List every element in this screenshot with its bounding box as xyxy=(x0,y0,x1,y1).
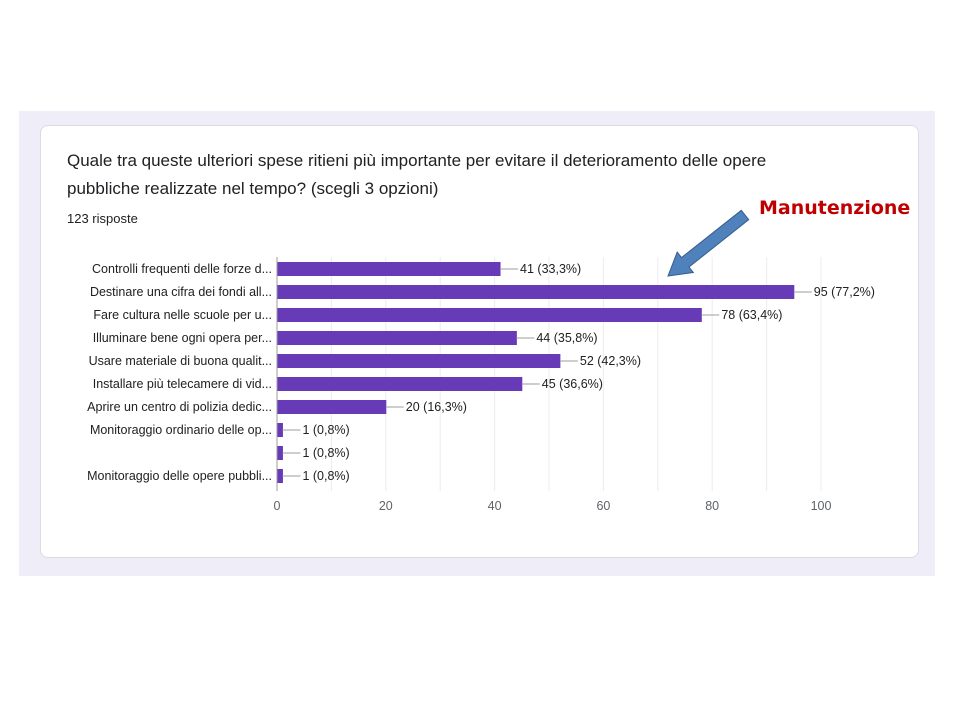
question-title: Quale tra queste ulteriori spese ritieni… xyxy=(67,151,767,198)
bar xyxy=(277,446,283,460)
category-label: Installare più telecamere di vid... xyxy=(93,377,272,391)
data-label: 45 (36,6%) xyxy=(542,377,603,391)
x-tick-label: 0 xyxy=(274,499,281,513)
callout-arrow-shape xyxy=(667,209,750,277)
x-tick-label: 80 xyxy=(705,499,719,513)
data-label: 78 (63,4%) xyxy=(721,308,782,322)
category-label: Monitoraggio ordinario delle op... xyxy=(90,423,272,437)
bar xyxy=(277,262,501,276)
data-label: 52 (42,3%) xyxy=(580,354,641,368)
data-label: 20 (16,3%) xyxy=(406,400,467,414)
bar xyxy=(277,331,517,345)
bar xyxy=(277,423,283,437)
category-label: Fare cultura nelle scuole per u... xyxy=(93,308,272,322)
data-label: 95 (77,2%) xyxy=(814,285,875,299)
callout-label: Manutenzione xyxy=(759,197,911,219)
bar xyxy=(277,469,283,483)
x-tick-label: 40 xyxy=(488,499,502,513)
data-label: 1 (0,8%) xyxy=(302,469,349,483)
category-label: Illuminare bene ogni opera per... xyxy=(93,331,272,345)
category-label: Controlli frequenti delle forze d... xyxy=(92,262,272,276)
bar xyxy=(277,308,702,322)
category-label: Aprire un centro di polizia dedic... xyxy=(87,400,272,414)
x-tick-label: 60 xyxy=(596,499,610,513)
category-label: Usare materiale di buona qualit... xyxy=(89,354,272,368)
data-label: 44 (35,8%) xyxy=(536,331,597,345)
bar xyxy=(277,285,795,299)
data-label: 1 (0,8%) xyxy=(302,446,349,460)
category-label: Monitoraggio delle opere pubbli... xyxy=(87,469,272,483)
data-label: 41 (33,3%) xyxy=(520,262,581,276)
bar xyxy=(277,400,387,414)
bar xyxy=(277,377,523,391)
data-label: 1 (0,8%) xyxy=(302,423,349,437)
x-tick-label: 20 xyxy=(379,499,393,513)
response-count: 123 risposte xyxy=(67,211,138,226)
category-label: Destinare una cifra dei fondi all... xyxy=(90,285,272,299)
bar xyxy=(277,354,561,368)
x-tick-label: 100 xyxy=(811,499,832,513)
